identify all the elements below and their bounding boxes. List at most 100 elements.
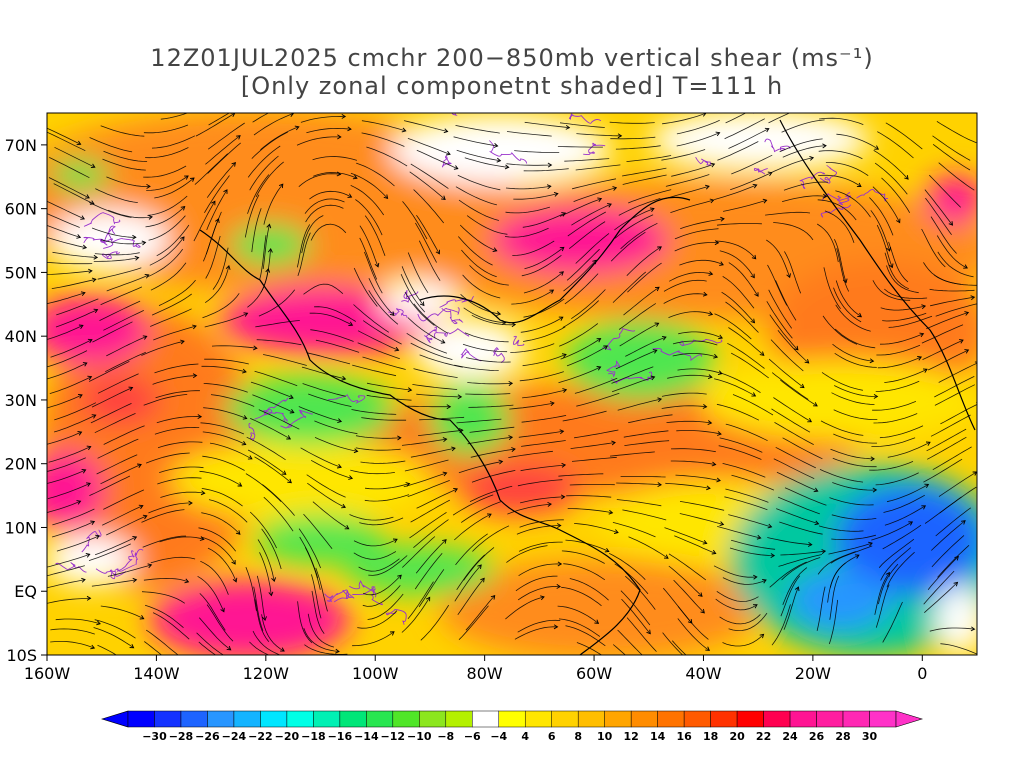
streamline (298, 406, 342, 422)
streamline-arrow (924, 483, 930, 489)
streamline (677, 606, 709, 640)
colorbar-swatch (816, 710, 844, 728)
streamline (879, 333, 924, 345)
streamline-arrow (970, 295, 976, 301)
streamline-arrow (225, 265, 231, 270)
streamline-arrow (652, 349, 658, 354)
streamline (312, 501, 349, 530)
streamline (469, 265, 509, 286)
streamline (521, 254, 562, 277)
streamline (349, 514, 394, 521)
streamline (574, 377, 618, 394)
contour-line (441, 155, 452, 168)
streamline (361, 120, 406, 132)
streamline (467, 436, 513, 445)
colorbar-swatch (392, 710, 420, 728)
streamline (829, 497, 874, 506)
streamline (458, 461, 503, 474)
streamline (141, 509, 185, 523)
streamline (145, 147, 189, 159)
streamline (875, 584, 890, 628)
streamline (721, 291, 755, 323)
streamline (626, 246, 662, 276)
streamline-arrow (336, 171, 342, 177)
colorbar-label: −16 (328, 730, 353, 743)
streamline (454, 564, 482, 602)
colorbar-swatch (630, 710, 658, 728)
streamline (352, 364, 397, 377)
streamline-arrow (91, 414, 97, 419)
streamline (779, 521, 823, 535)
streamline-arrow (654, 286, 660, 292)
streamline (193, 201, 216, 242)
contour-line (263, 409, 293, 429)
streamline (563, 260, 597, 292)
streamline-arrow (702, 404, 708, 409)
streamline-arrow (596, 338, 602, 343)
contour-line (610, 371, 653, 384)
contour-line (254, 397, 289, 420)
streamline-arrow (705, 646, 711, 651)
streamline (254, 370, 298, 387)
streamline (256, 575, 266, 621)
streamline-arrow (753, 604, 758, 609)
streamline-arrow (148, 214, 153, 220)
streamline-arrow (132, 577, 138, 583)
streamline-arrow (547, 501, 552, 507)
streamline (141, 340, 185, 356)
streamline (881, 177, 911, 214)
streamline (459, 224, 497, 252)
streamline (773, 458, 815, 479)
streamline (873, 413, 918, 424)
streamline (771, 604, 791, 646)
streamline (47, 270, 92, 275)
streamline-arrow (821, 549, 827, 554)
streamline (52, 508, 95, 526)
streamline (921, 324, 964, 344)
streamline-arrow (401, 127, 407, 133)
streamline (921, 228, 946, 268)
streamline (622, 174, 667, 185)
streamline (566, 345, 608, 367)
streamline-arrow (86, 595, 92, 601)
streamline (414, 552, 443, 590)
streamline (672, 640, 687, 655)
streamline (731, 154, 773, 175)
contour-lines (55, 113, 889, 625)
streamline-arrow (241, 440, 247, 446)
streamline (506, 545, 548, 563)
streamline (53, 414, 96, 433)
streamline-arrow (959, 339, 964, 344)
streamline (623, 430, 669, 438)
axis-ticks (41, 144, 923, 661)
streamline (247, 174, 270, 214)
streamline (418, 240, 441, 281)
colorbar-swatch (419, 710, 447, 728)
streamline (506, 163, 552, 166)
streamline-arrow (752, 183, 758, 189)
streamline (413, 303, 448, 334)
colorbar-swatch (260, 710, 288, 728)
streamline (103, 489, 145, 510)
streamline (255, 161, 284, 198)
streamline-arrow (215, 218, 220, 223)
streamline (147, 248, 184, 278)
streamline-arrow (708, 271, 714, 276)
streamline (47, 597, 91, 604)
streamline (156, 224, 190, 257)
colorbar-label: −14 (354, 730, 379, 743)
streamline (932, 446, 972, 471)
streamline (777, 496, 820, 515)
streamline-arrow (82, 362, 88, 367)
streamline-arrow (504, 164, 510, 170)
streamline (512, 240, 555, 256)
streamline (571, 203, 612, 226)
streamline (879, 425, 924, 439)
streamline-arrow (715, 131, 721, 137)
streamline (725, 113, 747, 124)
streamline-arrow (262, 616, 267, 622)
streamline (886, 265, 919, 294)
streamline (100, 605, 144, 620)
streamline-arrow (453, 487, 458, 493)
